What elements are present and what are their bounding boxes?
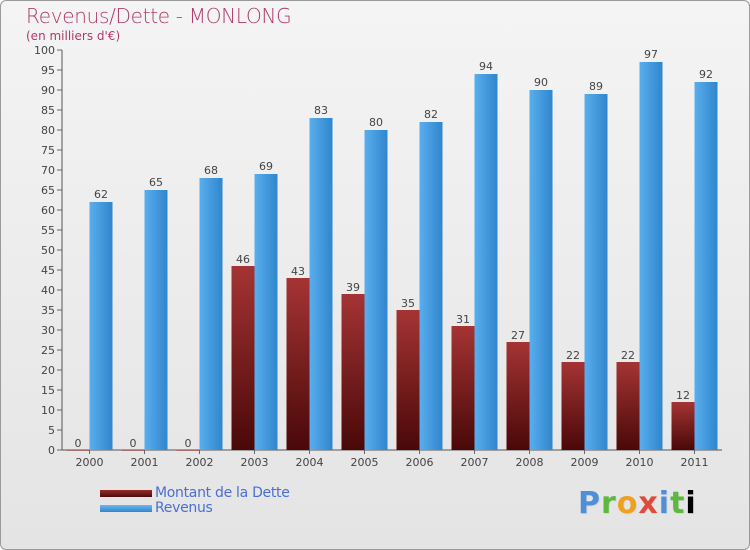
data-label-revenus-2001: 65 bbox=[149, 176, 163, 189]
bar-dette-2002 bbox=[176, 450, 200, 451]
data-label-revenus-2000: 62 bbox=[94, 188, 108, 201]
legend-swatch-dette bbox=[100, 490, 152, 497]
y-tick-label: 75 bbox=[41, 144, 55, 157]
data-label-revenus-2002: 68 bbox=[204, 164, 218, 177]
bar-revenus-2010 bbox=[639, 62, 663, 450]
x-tick-label-2010: 2010 bbox=[626, 456, 654, 469]
bar-revenus-2006 bbox=[419, 122, 443, 450]
bar-revenus-2004 bbox=[309, 118, 333, 450]
y-tick-label: 70 bbox=[41, 164, 55, 177]
data-label-revenus-2011: 92 bbox=[699, 68, 713, 81]
data-label-dette-2001: 0 bbox=[130, 437, 137, 450]
x-tick-label-2003: 2003 bbox=[241, 456, 269, 469]
x-tick-label-2011: 2011 bbox=[681, 456, 709, 469]
bar-dette-2010 bbox=[616, 362, 640, 450]
data-label-dette-2007: 31 bbox=[456, 313, 470, 326]
data-label-dette-2005: 39 bbox=[346, 281, 360, 294]
bar-dette-2007 bbox=[451, 326, 475, 450]
y-tick-label: 45 bbox=[41, 264, 55, 277]
bar-dette-2009 bbox=[561, 362, 585, 450]
bar-revenus-2009 bbox=[584, 94, 608, 450]
y-tick-label: 35 bbox=[41, 304, 55, 317]
y-tick-label: 20 bbox=[41, 364, 55, 377]
data-label-dette-2002: 0 bbox=[185, 437, 192, 450]
y-tick-label: 10 bbox=[41, 404, 55, 417]
x-tick-label-2002: 2002 bbox=[186, 456, 214, 469]
bar-revenus-2007 bbox=[474, 74, 498, 450]
x-tick-label-2009: 2009 bbox=[571, 456, 599, 469]
chart-subtitle: (en milliers d'€) bbox=[26, 29, 121, 43]
data-label-dette-2008: 27 bbox=[511, 329, 525, 342]
bar-revenus-2000 bbox=[89, 202, 113, 450]
y-tick-label: 85 bbox=[41, 104, 55, 117]
x-tick-label-2000: 2000 bbox=[76, 456, 104, 469]
data-label-dette-2000: 0 bbox=[75, 437, 82, 450]
y-tick-label: 0 bbox=[48, 444, 55, 457]
y-tick-label: 25 bbox=[41, 344, 55, 357]
bar-dette-2001 bbox=[121, 450, 145, 451]
y-tick-label: 65 bbox=[41, 184, 55, 197]
bar-dette-2011 bbox=[671, 402, 695, 450]
y-tick-label: 15 bbox=[41, 384, 55, 397]
x-tick-label-2006: 2006 bbox=[406, 456, 434, 469]
data-label-revenus-2008: 90 bbox=[534, 76, 548, 89]
y-tick-label: 5 bbox=[48, 424, 55, 437]
bar-dette-2003 bbox=[231, 266, 255, 450]
y-tick-label: 60 bbox=[41, 204, 55, 217]
bar-revenus-2003 bbox=[254, 174, 278, 450]
bar-revenus-2002 bbox=[199, 178, 223, 450]
legend-label-revenus: Revenus bbox=[155, 500, 213, 516]
bar-dette-2000 bbox=[66, 450, 90, 451]
bar-dette-2004 bbox=[286, 278, 310, 450]
x-tick-label-2001: 2001 bbox=[131, 456, 159, 469]
bar-revenus-2005 bbox=[364, 130, 388, 450]
x-tick-label-2005: 2005 bbox=[351, 456, 379, 469]
x-tick-label-2008: 2008 bbox=[516, 456, 544, 469]
bar-dette-2005 bbox=[341, 294, 365, 450]
y-tick-label: 30 bbox=[41, 324, 55, 337]
bar-dette-2008 bbox=[506, 342, 530, 450]
legend-label-dette: Montant de la Dette bbox=[155, 485, 290, 501]
data-label-revenus-2005: 80 bbox=[369, 116, 383, 129]
y-tick-label: 100 bbox=[34, 44, 55, 57]
data-label-dette-2006: 35 bbox=[401, 297, 415, 310]
y-tick-label: 55 bbox=[41, 224, 55, 237]
data-label-revenus-2006: 82 bbox=[424, 108, 438, 121]
data-label-dette-2003: 46 bbox=[236, 253, 250, 266]
chart-title: Revenus/Dette - MONLONG bbox=[26, 4, 292, 28]
y-tick-label: 95 bbox=[41, 64, 55, 77]
proxiti-logo: Proxiti bbox=[578, 486, 697, 521]
x-tick-label-2007: 2007 bbox=[461, 456, 489, 469]
bar-revenus-2001 bbox=[144, 190, 168, 450]
data-label-dette-2009: 22 bbox=[566, 349, 580, 362]
bar-revenus-2011 bbox=[694, 82, 718, 450]
data-label-revenus-2009: 89 bbox=[589, 80, 603, 93]
data-label-revenus-2007: 94 bbox=[479, 60, 493, 73]
bar-revenus-2008 bbox=[529, 90, 553, 450]
x-tick-label-2004: 2004 bbox=[296, 456, 324, 469]
y-tick-label: 90 bbox=[41, 84, 55, 97]
data-label-revenus-2004: 83 bbox=[314, 104, 328, 117]
y-tick-label: 40 bbox=[41, 284, 55, 297]
data-label-revenus-2010: 97 bbox=[644, 48, 658, 61]
legend-swatch-revenus bbox=[100, 505, 152, 512]
data-label-dette-2004: 43 bbox=[291, 265, 305, 278]
y-tick-label: 50 bbox=[41, 244, 55, 257]
data-label-dette-2010: 22 bbox=[621, 349, 635, 362]
data-label-revenus-2003: 69 bbox=[259, 160, 273, 173]
data-label-dette-2011: 12 bbox=[676, 389, 690, 402]
bar-dette-2006 bbox=[396, 310, 420, 450]
y-tick-label: 80 bbox=[41, 124, 55, 137]
